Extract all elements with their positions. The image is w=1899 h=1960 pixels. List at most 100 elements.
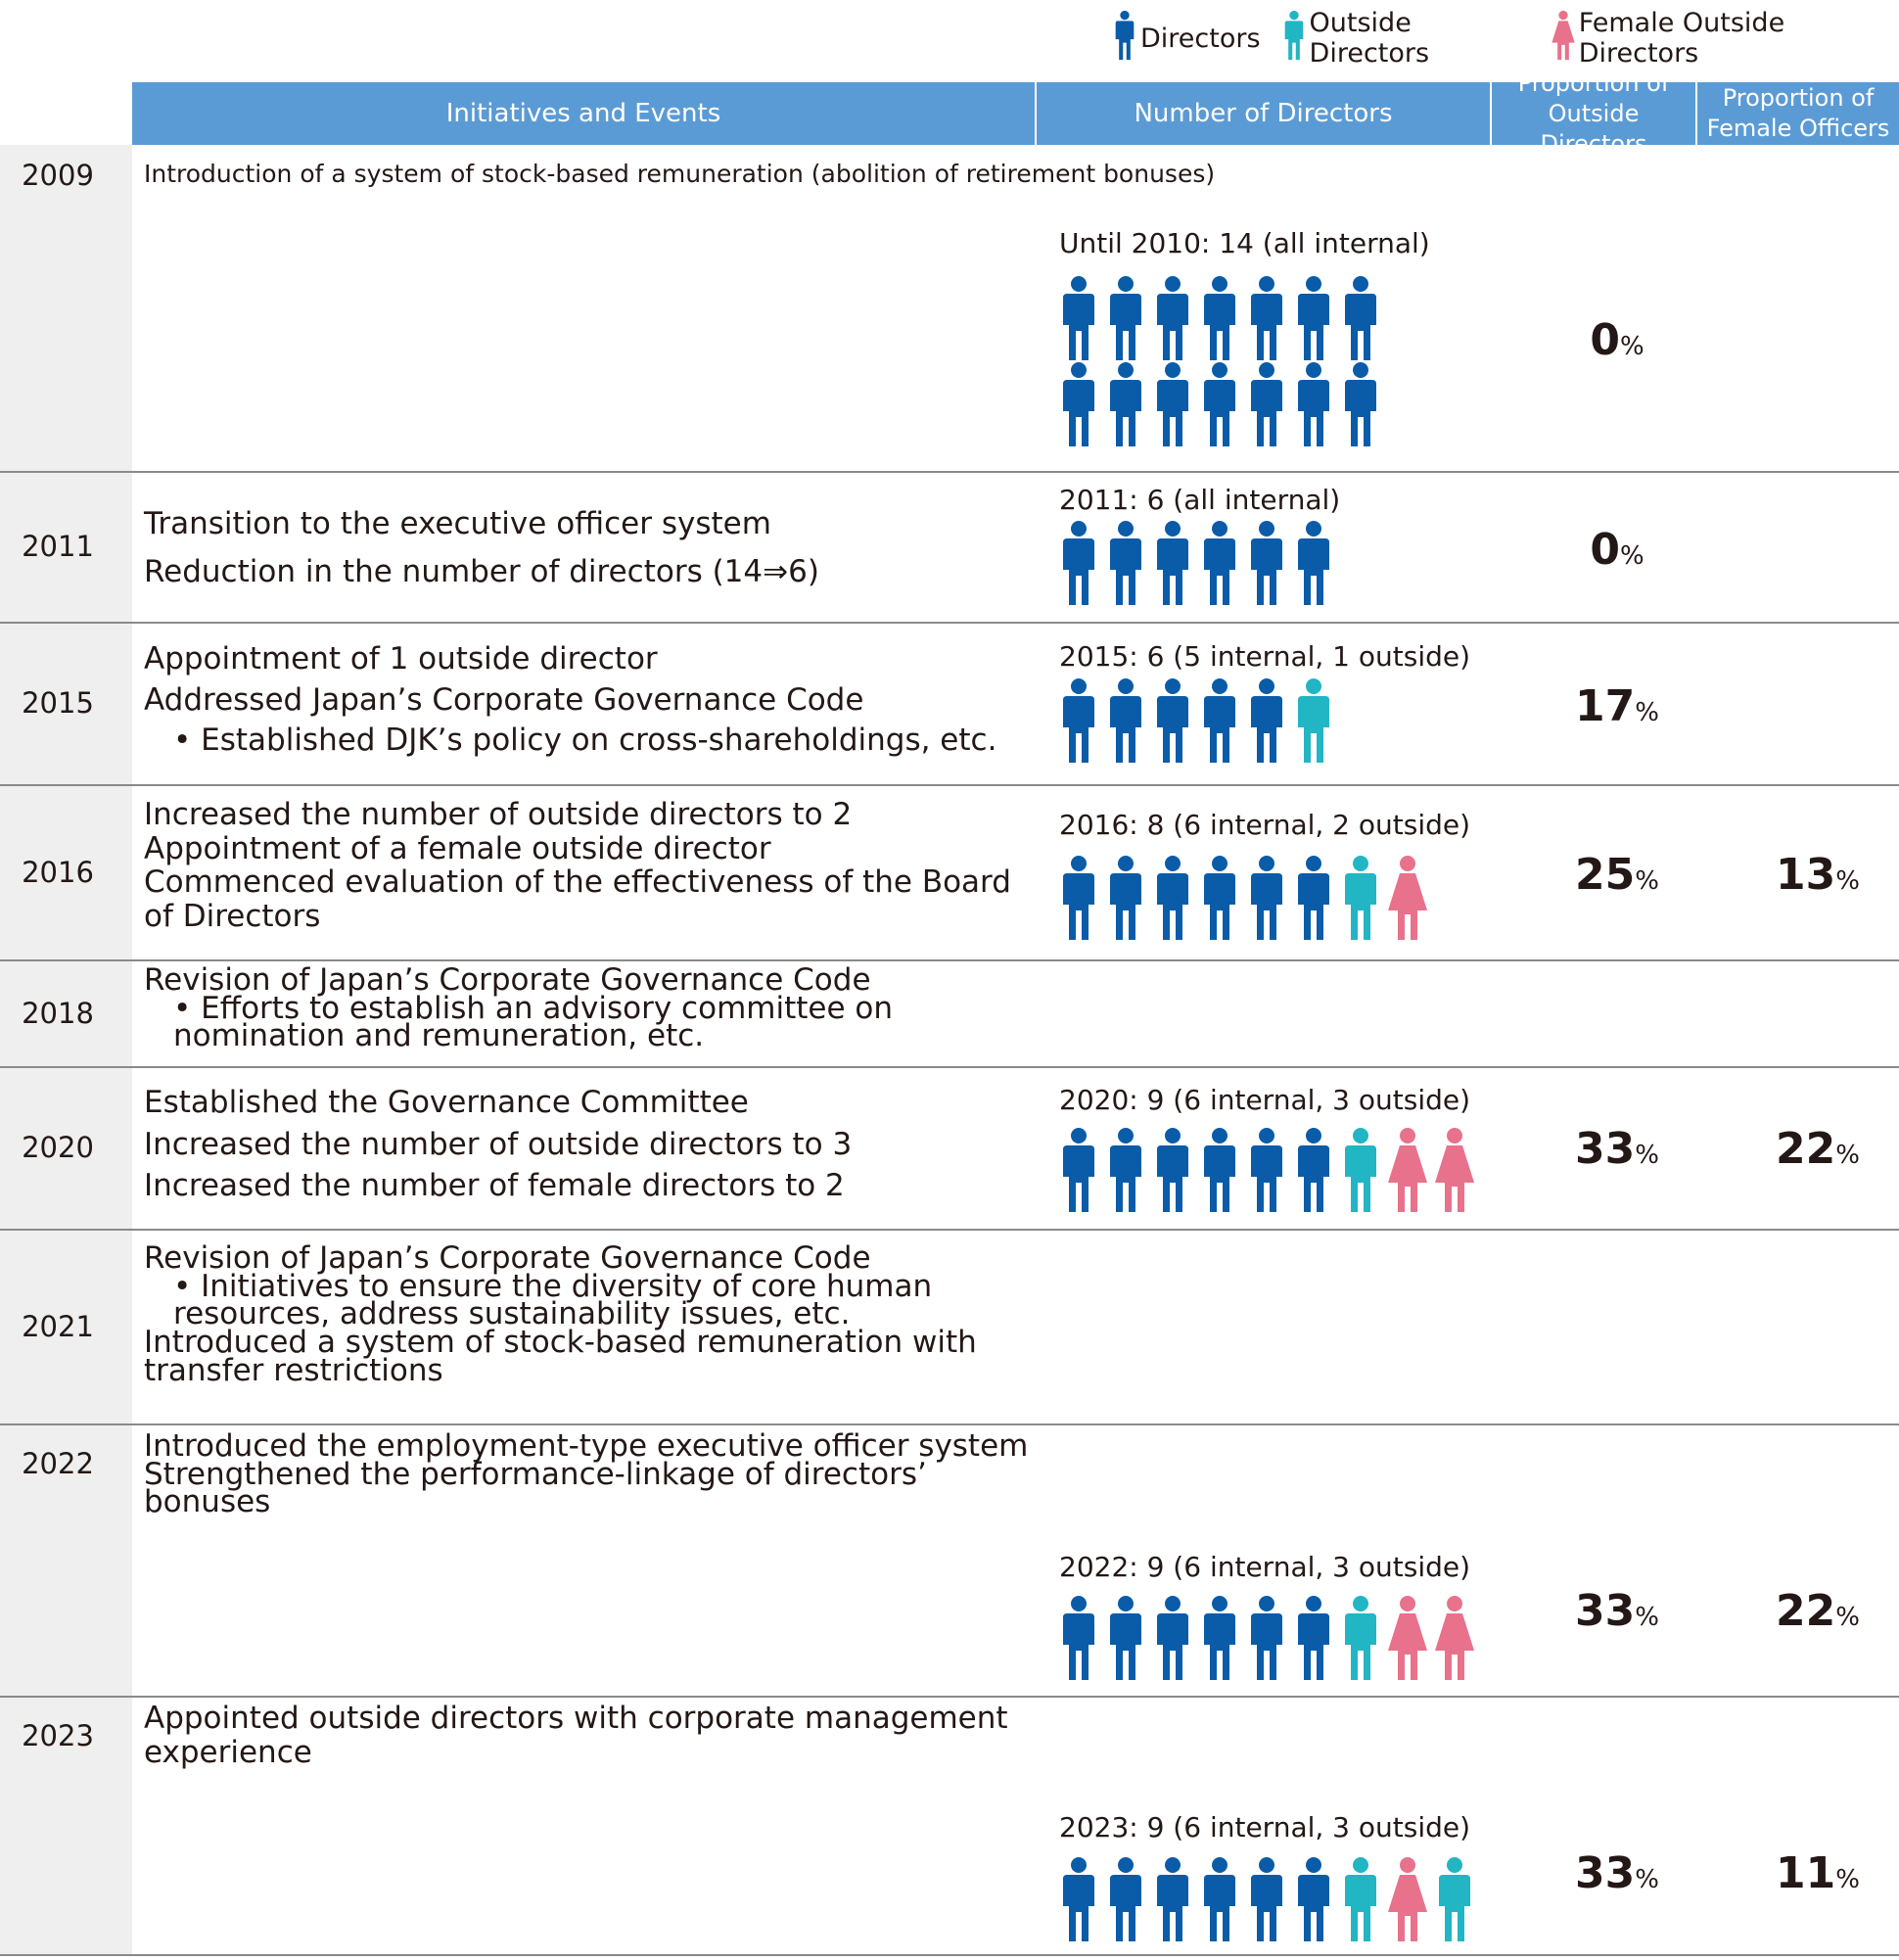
outside-director-icon <box>1280 10 1308 68</box>
director-icon <box>1204 521 1235 605</box>
year-label: 2016 <box>22 855 94 889</box>
outside-director-icon <box>1345 1596 1376 1680</box>
event-line: Strengthened the performance-linkage of … <box>144 1456 927 1492</box>
event-line: transfer restrictions <box>144 1352 443 1388</box>
events-text: Appointed outside directors with corpora… <box>144 1702 1008 1769</box>
year-cell <box>0 473 132 622</box>
legend-label: Outside Directors <box>1309 8 1430 69</box>
director-icon <box>1298 1596 1329 1680</box>
director-icon <box>1298 1128 1329 1212</box>
director-icon <box>1157 362 1188 446</box>
director-icon <box>1251 678 1282 763</box>
female-outside-director-icon <box>1550 10 1577 68</box>
row-divider <box>0 784 1899 786</box>
director-count-label: 2023: 9 (6 internal, 3 outside) <box>1059 1811 1471 1843</box>
director-icon <box>1063 1128 1094 1212</box>
director-icon <box>1251 1128 1282 1212</box>
events-text: Revision of Japan’s Corporate Governance… <box>144 963 1005 1053</box>
director-icon <box>1110 1596 1141 1680</box>
director-count-label: Until 2010: 14 (all internal) <box>1059 227 1430 259</box>
header-number: Number of Directors <box>1037 82 1490 145</box>
header-events: Initiatives and Events <box>132 82 1035 145</box>
event-line: Introduced a system of stock-based remun… <box>144 1325 977 1361</box>
year-cell <box>0 1698 132 1954</box>
director-icon <box>1063 1596 1094 1680</box>
outside-pct-value: 33 <box>1575 1586 1636 1636</box>
outside-pct-value: 33 <box>1575 1848 1636 1898</box>
director-icons <box>1055 521 1505 605</box>
outside-director-proportion: 33% <box>1519 1124 1715 1174</box>
director-icon <box>1110 856 1141 940</box>
director-count-label: 2020: 9 (6 internal, 3 outside) <box>1059 1084 1471 1116</box>
female-officer-proportion: 13% <box>1720 850 1899 900</box>
percent-unit: % <box>1835 866 1860 896</box>
female-outside-director-icon <box>1388 1128 1427 1212</box>
event-line: Addressed Japan’s Corporate Governance C… <box>144 681 864 718</box>
female-outside-director-icon <box>1435 1596 1474 1680</box>
percent-unit: % <box>1635 698 1659 727</box>
director-icons <box>1055 1857 1505 1941</box>
percent-unit: % <box>1835 1865 1860 1894</box>
percent-unit: % <box>1619 541 1644 571</box>
year-label: 2022 <box>22 1447 94 1480</box>
year-label: 2021 <box>22 1309 94 1343</box>
event-line: Increased the number of outside director… <box>144 797 853 832</box>
legend-label: Directors <box>1140 23 1261 54</box>
event-line: Transition to the executive officer syst… <box>144 506 771 541</box>
outside-director-icon <box>1345 1857 1376 1941</box>
year-label: 2015 <box>22 686 94 720</box>
director-icon <box>1110 362 1141 446</box>
director-icon <box>1251 856 1282 940</box>
director-icon <box>1063 521 1094 605</box>
year-cell <box>0 1231 132 1423</box>
percent-unit: % <box>1835 1603 1860 1632</box>
event-line: Reduction in the number of directors (14… <box>144 553 819 589</box>
director-icon <box>1298 521 1329 605</box>
director-icons <box>1055 678 1505 763</box>
event-line: nomination and remuneration, etc. <box>173 1018 705 1054</box>
row-divider <box>0 959 1899 961</box>
percent-unit: % <box>1835 1141 1860 1170</box>
event-line: • Initiatives to ensure the diversity of… <box>173 1268 933 1304</box>
event-line: • Established DJK’s policy on cross-shar… <box>173 723 997 759</box>
director-icon <box>1157 1596 1188 1680</box>
legend-label: Female Outside Directors <box>1578 8 1785 69</box>
director-icon <box>1204 1596 1235 1680</box>
event-line: Appointment of 1 outside director <box>144 641 658 677</box>
director-icon <box>1251 1857 1282 1941</box>
director-icon <box>1110 1857 1141 1941</box>
outside-director-proportion: 33% <box>1519 1586 1715 1636</box>
director-icon <box>1157 521 1188 605</box>
outside-director-proportion: 25% <box>1519 850 1715 900</box>
director-icon <box>1251 362 1282 446</box>
year-label: 2011 <box>22 530 94 563</box>
director-icon <box>1204 362 1235 446</box>
director-icon <box>1157 678 1188 763</box>
row-divider <box>0 1954 1899 1956</box>
year-cell <box>0 624 132 784</box>
events-text: Appointment of 1 outside director Address… <box>144 642 1005 758</box>
female-officer-proportion: 11% <box>1720 1848 1899 1898</box>
director-icons <box>1055 856 1505 940</box>
female-officer-proportion: 22% <box>1720 1124 1899 1174</box>
percent-unit: % <box>1635 1865 1659 1894</box>
legend-item-directors: Directors <box>1111 10 1261 68</box>
director-count-label: 2015: 6 (5 internal, 1 outside) <box>1059 640 1471 673</box>
director-icon <box>1251 521 1282 605</box>
female-pct-value: 11 <box>1776 1848 1836 1898</box>
legend: Directors Outside Directors Female Outsi… <box>1091 0 1899 76</box>
outside-pct-value: 0 <box>1590 525 1620 575</box>
percent-unit: % <box>1635 1603 1659 1632</box>
event-line: bonuses <box>144 1484 271 1520</box>
director-icon <box>1204 1857 1235 1941</box>
year-cell <box>0 1425 132 1696</box>
director-icon <box>1110 521 1141 605</box>
event-line: resources, address sustainability issues… <box>173 1296 851 1332</box>
row-divider <box>0 1229 1899 1231</box>
director-icon <box>1110 1128 1141 1212</box>
director-icon <box>1063 856 1094 940</box>
row-divider <box>0 1423 1899 1425</box>
director-icon <box>1063 678 1094 763</box>
outside-pct-value: 0 <box>1590 315 1620 365</box>
